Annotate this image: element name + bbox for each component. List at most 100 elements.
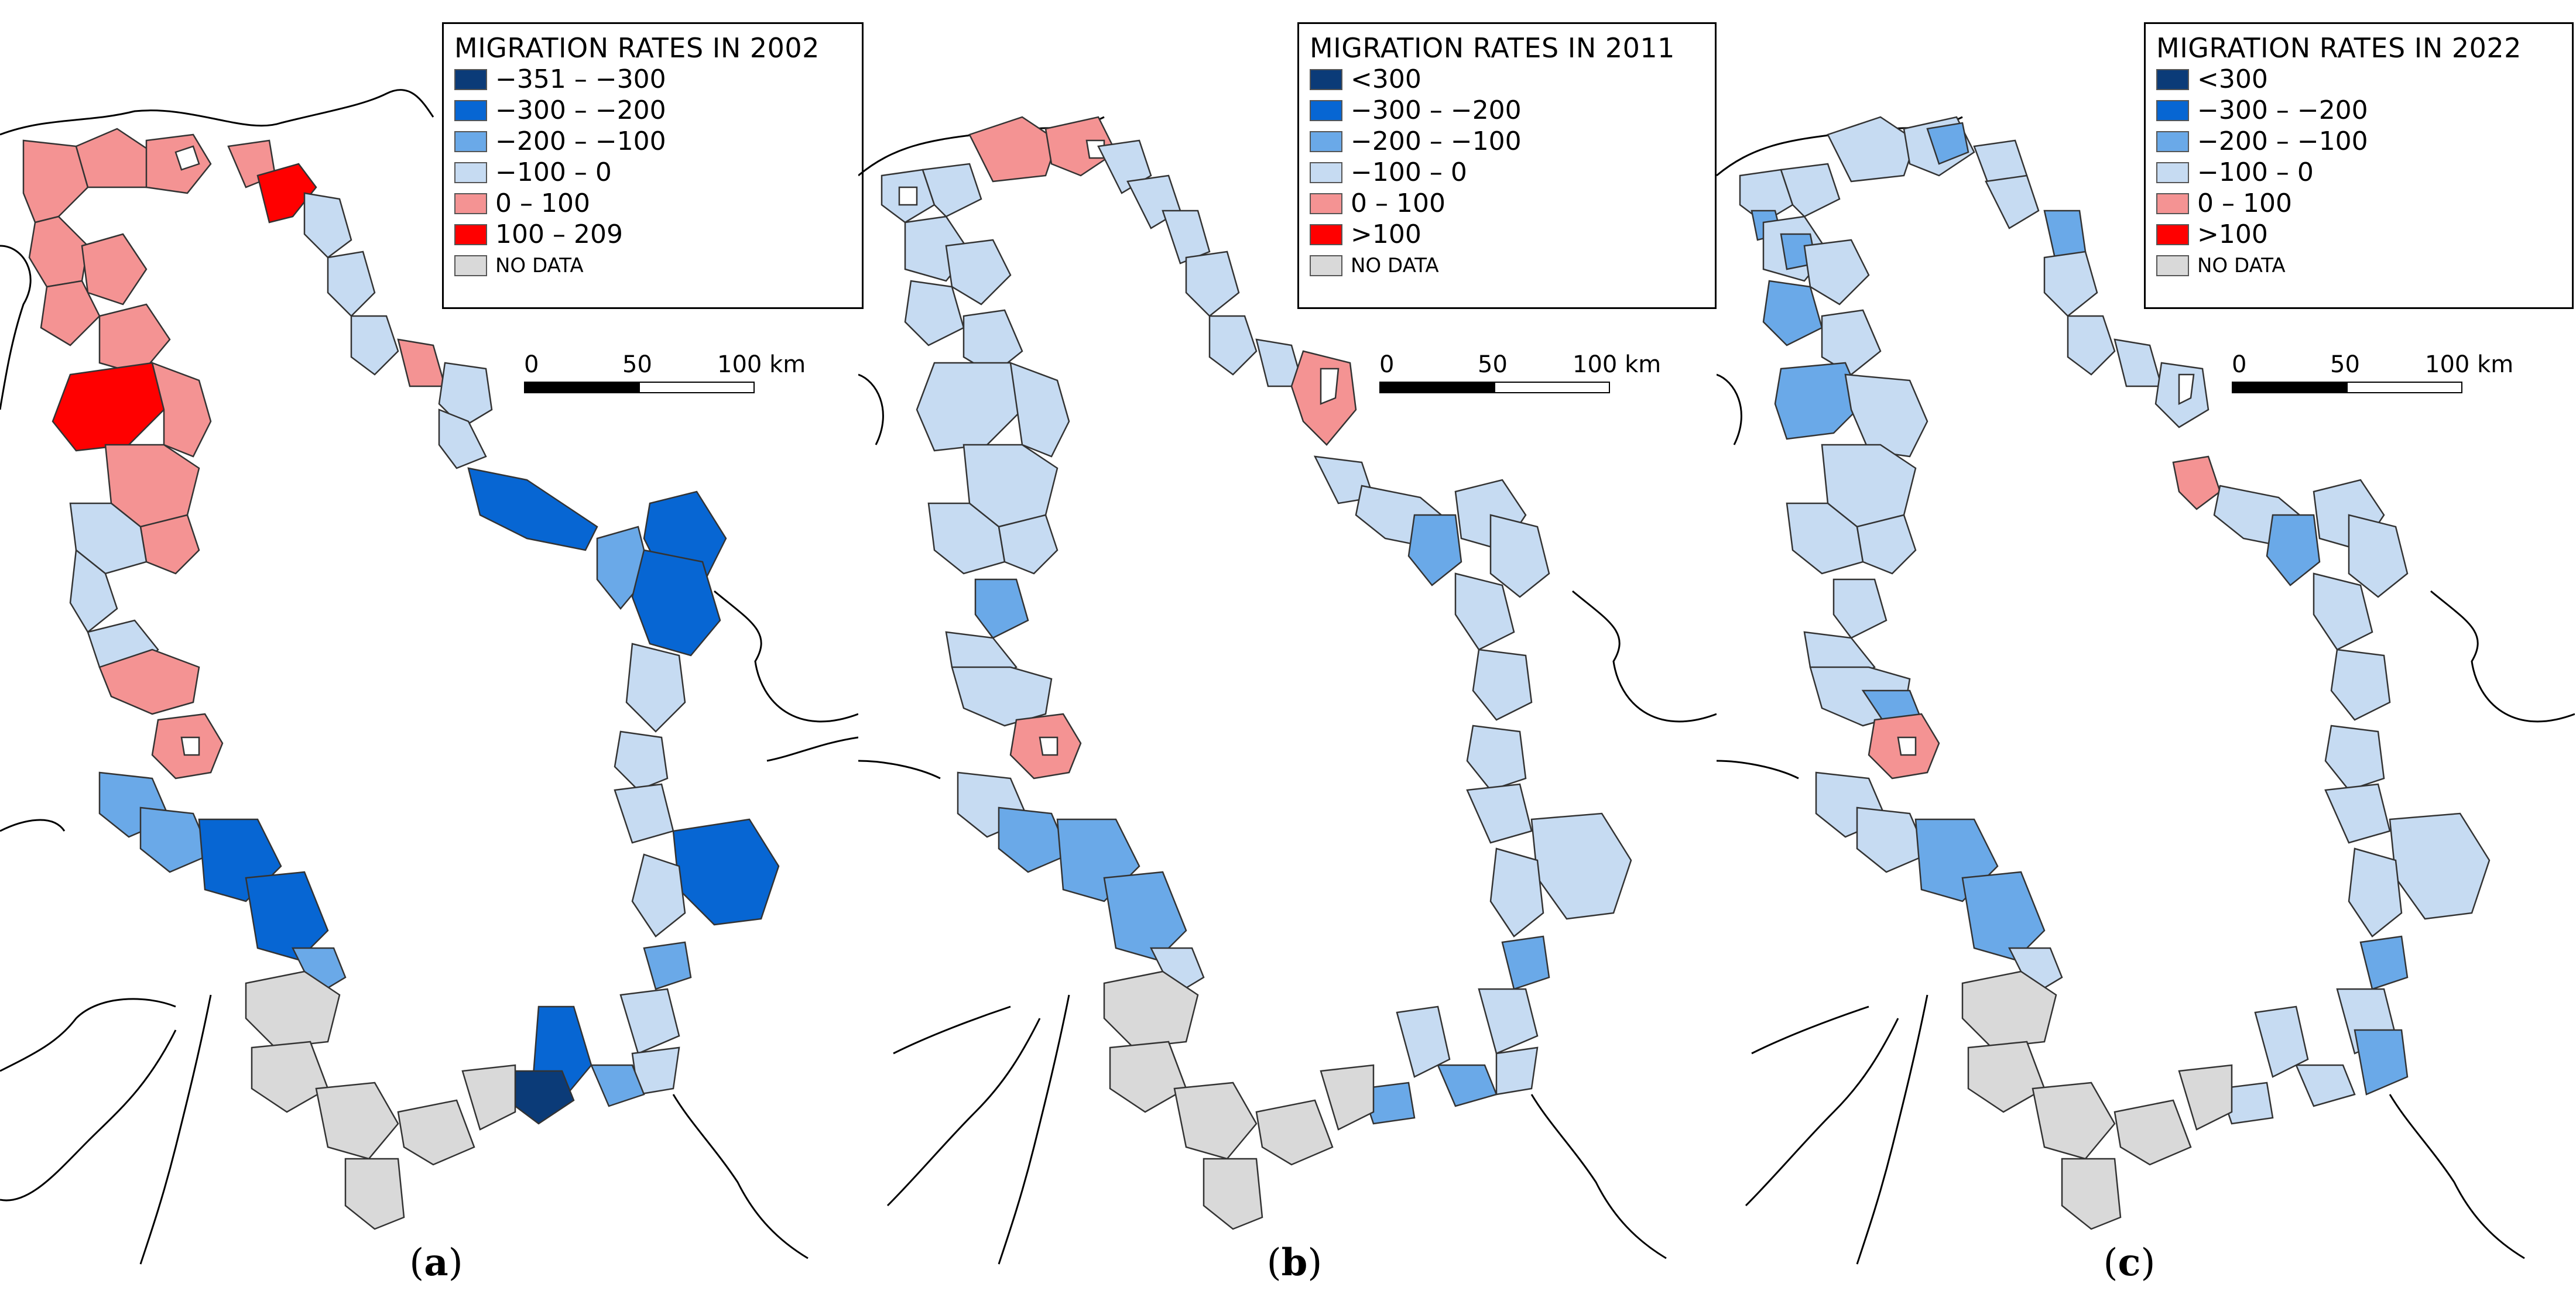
scale-segment-white [2347,382,2462,393]
scale-tick: 50 [1478,351,1508,378]
legend-item: NO DATA [2156,250,2561,281]
scale-segment-white [639,382,755,393]
legend-item: <300 [2156,64,2561,95]
legend-item: −300 – −200 [1310,95,1704,126]
legend-swatch [2156,255,2189,276]
legend-title: MIGRATION RATES IN 2011 [1310,32,1675,64]
legend-swatch [1310,255,1342,276]
legend-item: 0 – 100 [1310,188,1704,219]
legend-title: MIGRATION RATES IN 2002 [454,32,820,64]
legend-label: 0 – 100 [2197,188,2292,218]
legend-item: >100 [2156,219,2561,250]
scale-segment-white [1494,382,1610,393]
caption-b: (b) [1266,1241,1323,1285]
legend-swatch [454,255,487,276]
legend-item: −200 – −100 [2156,126,2561,157]
country-borders [1717,116,2575,1265]
legend-label: −100 – 0 [495,157,612,187]
caption-a: (a) [409,1241,463,1285]
legend-item: −300 – −200 [454,95,851,126]
municipality-polygons [22,128,780,1230]
legend-swatch [2156,131,2189,152]
legend-swatch [454,224,487,245]
scale-tick: 100 km [717,351,806,378]
legend-label: NO DATA [2197,253,2286,277]
legend-label: −300 – −200 [2197,95,2368,125]
legend-item: >100 [1310,219,1704,250]
legend-label: −200 – −100 [2197,126,2368,156]
legend-swatch [454,162,487,183]
scale-tick: 0 [1379,351,1395,378]
legend-label: NO DATA [495,253,584,277]
legend-item: −200 – −100 [454,126,851,157]
scale-bar-b: 0 50 100 km [1379,351,1661,404]
legend-item: 100 – 209 [454,219,851,250]
legend-a: MIGRATION RATES IN 2002 −351 – −300 −300… [442,22,864,309]
legend-item: <300 [1310,64,1704,95]
legend-swatch [1310,68,1342,90]
legend-item: −351 – −300 [454,64,851,95]
scale-tick: 50 [622,351,652,378]
map-panel-b: MIGRATION RATES IN 2011 <300 −300 – −200… [858,0,1717,1301]
legend-item: −100 – 0 [1310,157,1704,188]
legend-title: MIGRATION RATES IN 2022 [2156,32,2522,64]
map-b [858,116,1717,1265]
country-borders [0,89,858,1265]
legend-c: MIGRATION RATES IN 2022 <300 −300 – −200… [2144,22,2574,309]
scale-tick: 0 [524,351,539,378]
legend-swatch [1310,162,1342,183]
caption-c: (c) [2103,1241,2156,1285]
legend-swatch [2156,162,2189,183]
legend-swatch [454,193,487,214]
scale-bar-c: 0 50 100 km [2232,351,2513,404]
legend-label: NO DATA [1351,253,1439,277]
legend-label: −300 – −200 [1351,95,1522,125]
legend-label: −100 – 0 [1351,157,1467,187]
legend-swatch [1310,131,1342,152]
legend-item: NO DATA [1310,250,1704,281]
map-c [1717,116,2575,1265]
legend-item: −300 – −200 [2156,95,2561,126]
legend-item: 0 – 100 [454,188,851,219]
scale-segment-black [524,382,640,393]
legend-swatch [2156,99,2189,121]
municipality-polygons [881,116,1632,1230]
map-a [0,89,858,1265]
legend-label: 0 – 100 [495,188,590,218]
legend-label: >100 [1351,219,1421,249]
scale-segment-black [2232,382,2348,393]
legend-label: >100 [2197,219,2268,249]
scale-tick: 50 [2330,351,2360,378]
legend-item: NO DATA [454,250,851,281]
scale-tick: 100 km [1573,351,1662,378]
legend-label: −351 – −300 [495,64,666,94]
legend-item: −100 – 0 [2156,157,2561,188]
legend-swatch [1310,224,1342,245]
legend-label: −100 – 0 [2197,157,2314,187]
scale-tick: 100 km [2425,351,2514,378]
legend-label: <300 [2197,64,2268,94]
legend-swatch [454,68,487,90]
legend-swatch [454,131,487,152]
legend-swatch [2156,68,2189,90]
scale-tick: 0 [2232,351,2247,378]
scale-segment-black [1379,382,1495,393]
legend-label: 100 – 209 [495,219,623,249]
legend-label: −200 – −100 [1351,126,1522,156]
legend-label: <300 [1351,64,1421,94]
legend-swatch [2156,193,2189,214]
map-panel-a: MIGRATION RATES IN 2002 −351 – −300 −300… [0,0,864,1301]
legend-item: 0 – 100 [2156,188,2561,219]
legend-item: −200 – −100 [1310,126,1704,157]
municipality-polygons [1739,116,2491,1230]
legend-swatch [454,99,487,121]
legend-swatch [1310,193,1342,214]
legend-swatch [2156,224,2189,245]
map-panel-c: MIGRATION RATES IN 2022 <300 −300 – −200… [1717,0,2575,1301]
legend-label: 0 – 100 [1351,188,1445,218]
legend-item: −100 – 0 [454,157,851,188]
legend-b: MIGRATION RATES IN 2011 <300 −300 – −200… [1297,22,1717,309]
legend-label: −300 – −200 [495,95,666,125]
legend-label: −200 – −100 [495,126,666,156]
legend-swatch [1310,99,1342,121]
